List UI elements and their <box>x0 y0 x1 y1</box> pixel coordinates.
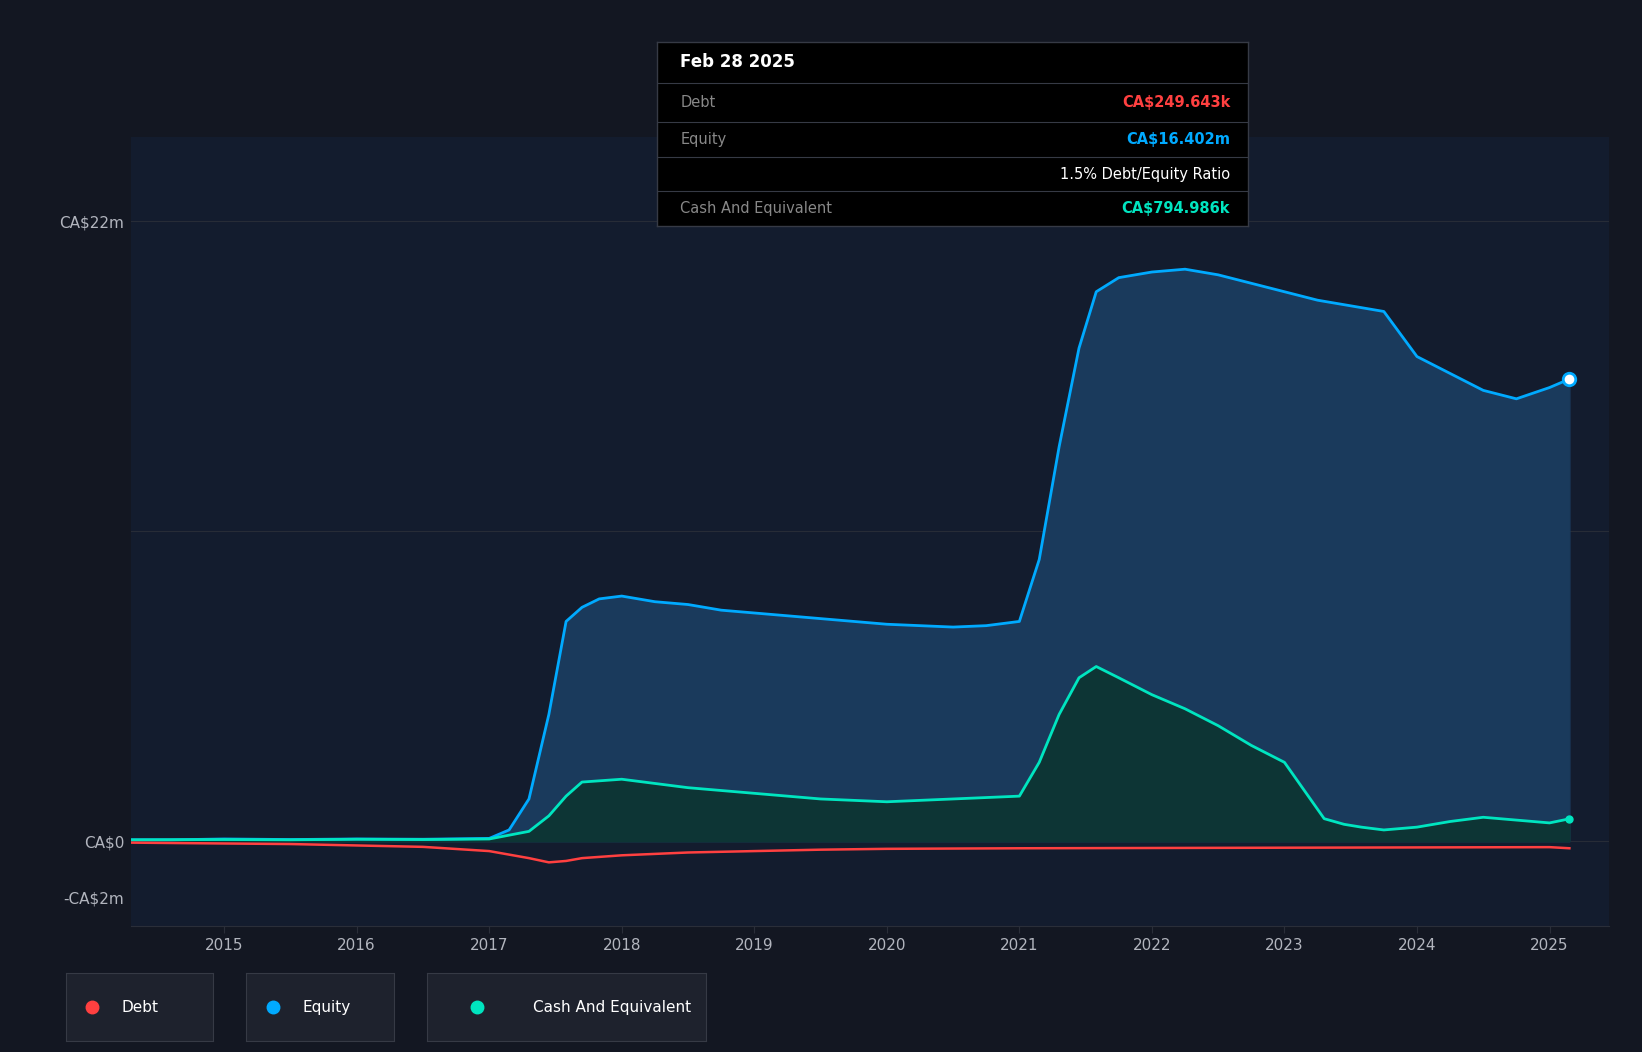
Text: Equity: Equity <box>680 133 727 147</box>
Text: CA$794.986k: CA$794.986k <box>1121 201 1230 217</box>
Text: CA$249.643k: CA$249.643k <box>1121 96 1230 110</box>
Text: CA$16.402m: CA$16.402m <box>1126 133 1230 147</box>
Text: 1.5% Debt/Equity Ratio: 1.5% Debt/Equity Ratio <box>1061 167 1230 182</box>
Text: Debt: Debt <box>680 96 716 110</box>
Text: Debt: Debt <box>122 999 159 1015</box>
Text: Cash And Equivalent: Cash And Equivalent <box>680 201 832 217</box>
Text: Equity: Equity <box>302 999 351 1015</box>
Text: Feb 28 2025: Feb 28 2025 <box>680 54 795 72</box>
Text: Cash And Equivalent: Cash And Equivalent <box>534 999 691 1015</box>
